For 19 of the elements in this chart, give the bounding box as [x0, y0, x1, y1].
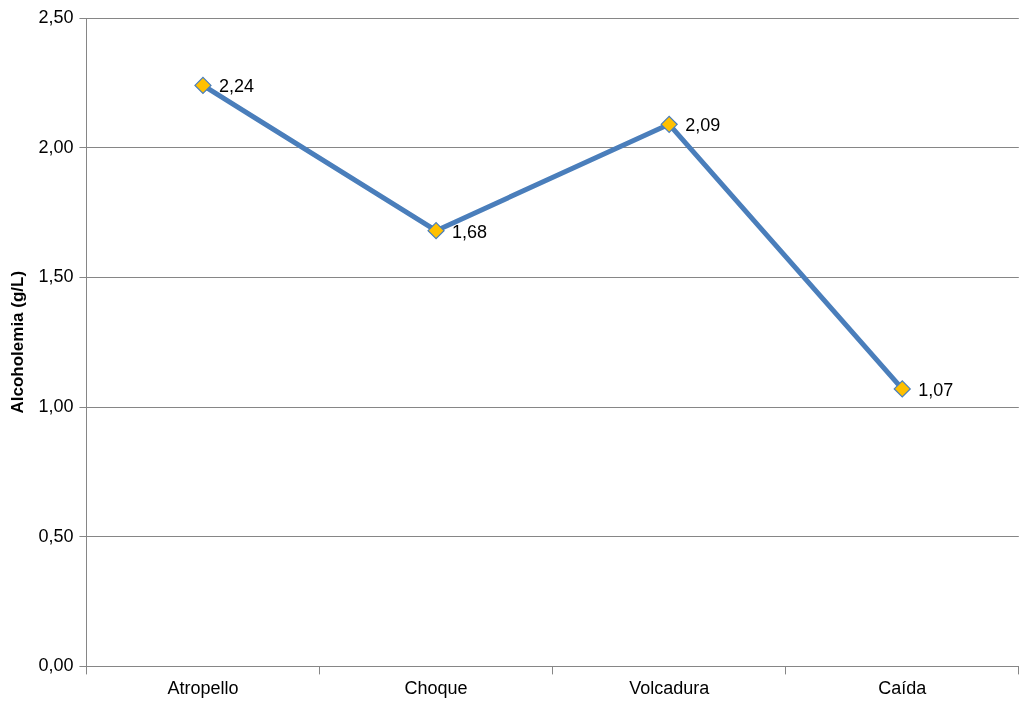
data-label: 1,68 [452, 221, 488, 242]
y-tick-label: 1,00 [38, 396, 74, 417]
point [660, 115, 678, 133]
data-label: 2,09 [685, 115, 721, 136]
x-tick-label: Choque [404, 678, 468, 699]
x-tick-label: Caída [878, 678, 928, 699]
data-label: 2,24 [218, 76, 255, 97]
y-tick-label: 1,50 [38, 266, 74, 287]
y-tick-label: 2,00 [38, 136, 74, 157]
y-tick-label: 0,00 [38, 655, 74, 676]
point [893, 380, 911, 398]
point [194, 76, 212, 95]
x-tick-label: Volcadura [629, 678, 711, 699]
data-label: 1,07 [918, 379, 954, 400]
x-tick-label: Atropello [167, 678, 239, 699]
y-axis-title: Alcoholemia (g/L) [7, 270, 27, 414]
point [427, 222, 445, 240]
y-tick-label: 2,50 [38, 6, 74, 27]
y-tick-label: 0,50 [38, 525, 74, 546]
